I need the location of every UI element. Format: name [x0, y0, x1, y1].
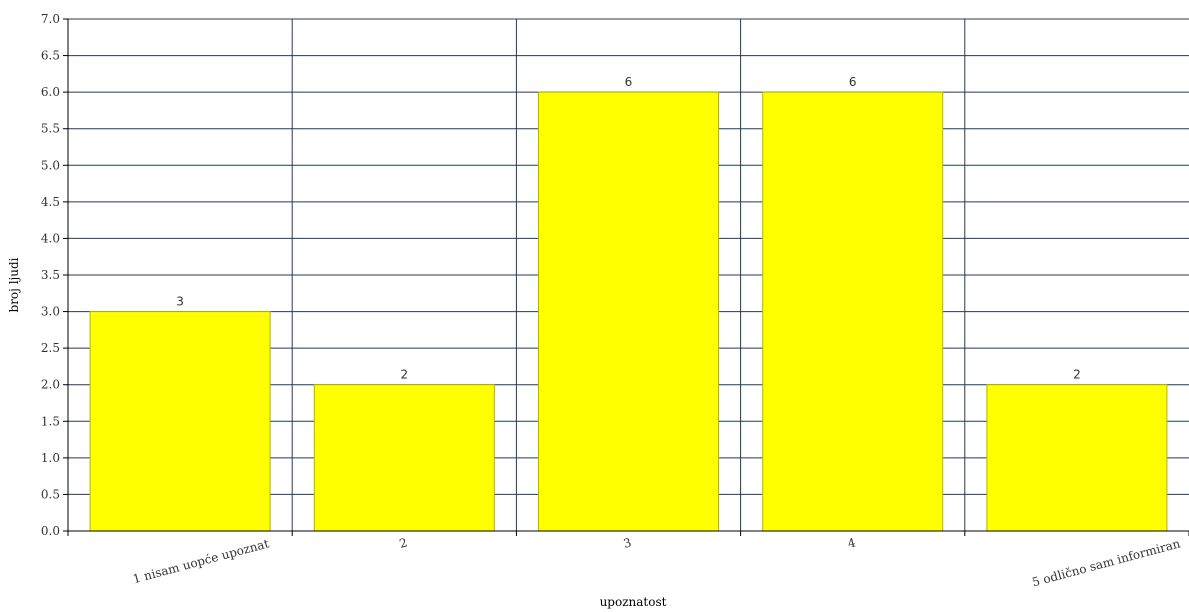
data-label: 6: [625, 75, 633, 89]
x-axis-title: upoznatost: [600, 595, 667, 609]
y-tick-label: 0.5: [41, 487, 60, 501]
data-label: 3: [176, 295, 184, 309]
y-tick-label: 3.0: [41, 305, 60, 319]
y-tick-label: 3.5: [41, 268, 60, 282]
y-tick-label: 6.5: [41, 49, 60, 63]
x-tick-labels: 1 nisam uopće upoznat 2 3 4 5 odlično sam in…: [131, 535, 1182, 589]
y-axis-title: broj ljudi: [7, 257, 21, 312]
y-tick-label: 1.0: [41, 451, 60, 465]
y-tick-label: 1.5: [41, 414, 60, 428]
bar: [538, 91, 719, 532]
data-labels: 3 2 6 6 2: [176, 75, 1080, 382]
x-category-label: 2: [398, 535, 409, 551]
y-tick-label: 4.5: [41, 195, 60, 209]
y-tick-label: 0.0: [41, 524, 60, 538]
data-label: 2: [400, 368, 408, 382]
x-category-label: 5 odlično sam informiran: [1031, 536, 1183, 589]
data-label: 6: [849, 75, 857, 89]
x-category-label: 1 nisam uopće upoznat: [131, 536, 270, 586]
bar: [89, 311, 271, 532]
x-category-label: 3: [622, 535, 633, 551]
y-tick-label: 5.5: [41, 122, 60, 136]
bar: [762, 91, 944, 532]
y-tick-label: 5.0: [41, 158, 60, 172]
y-tick-label: 7.0: [41, 12, 60, 26]
y-tick-label: 6.0: [41, 85, 60, 99]
bar: [986, 384, 1168, 532]
y-tick-label: 2.5: [41, 341, 60, 355]
bar: [313, 384, 495, 532]
x-category-label: 4: [846, 535, 857, 551]
y-tick-label: 2.0: [41, 378, 60, 392]
bars: [89, 91, 1168, 532]
y-tick-label: 4.0: [41, 231, 60, 245]
y-tick-labels: 0.0 0.5 1.0 1.5 2.0 2.5 3.0 3.5 4.0 4.5 5.0 5.5 6.0 6…: [41, 12, 60, 538]
data-label: 2: [1073, 368, 1081, 382]
axes: [63, 18, 1189, 536]
